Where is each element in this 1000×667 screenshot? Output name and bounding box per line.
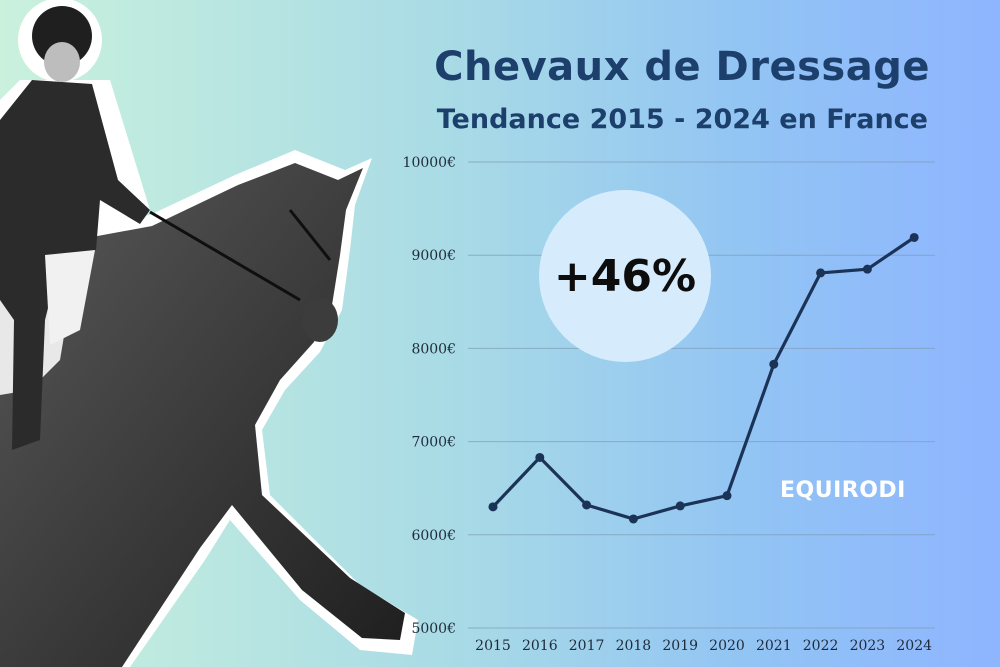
data-point	[488, 502, 498, 512]
data-point	[816, 268, 826, 278]
growth-badge: +46%	[539, 190, 711, 362]
y-tick-label: 6000€	[411, 528, 456, 544]
data-point	[582, 500, 592, 510]
x-tick-label: 2021	[756, 638, 792, 654]
x-tick-label: 2020	[709, 638, 745, 654]
y-tick-label: 10000€	[403, 155, 456, 171]
rider-silhouette	[0, 80, 150, 450]
y-tick-label: 9000€	[411, 248, 456, 264]
data-point	[535, 452, 545, 462]
series-line	[491, 236, 916, 521]
brand-watermark: EQUIRODI	[780, 478, 906, 503]
rider-horse-photo	[0, 0, 418, 667]
x-tick-label: 2022	[803, 638, 839, 654]
chart-title: Chevaux de Dressage	[434, 44, 930, 90]
data-point	[628, 514, 638, 524]
y-tick-label: 5000€	[411, 621, 456, 637]
x-tick-label: 2016	[522, 638, 558, 654]
x-tick-label: 2019	[662, 638, 698, 654]
x-tick-label: 2023	[850, 638, 886, 654]
x-tick-label: 2017	[569, 638, 605, 654]
data-point	[862, 264, 872, 274]
data-point	[769, 359, 779, 369]
x-tick-label: 2024	[896, 638, 932, 654]
data-point	[722, 491, 732, 501]
data-point	[909, 232, 919, 242]
chart-subtitle: Tendance 2015 - 2024 en France	[436, 104, 928, 135]
x-tick-label: 2018	[616, 638, 652, 654]
data-point	[675, 501, 685, 511]
horse-silhouette	[0, 163, 405, 667]
x-tick-label: 2015	[475, 638, 511, 654]
y-tick-label: 7000€	[411, 435, 456, 451]
y-tick-label: 8000€	[411, 341, 456, 357]
